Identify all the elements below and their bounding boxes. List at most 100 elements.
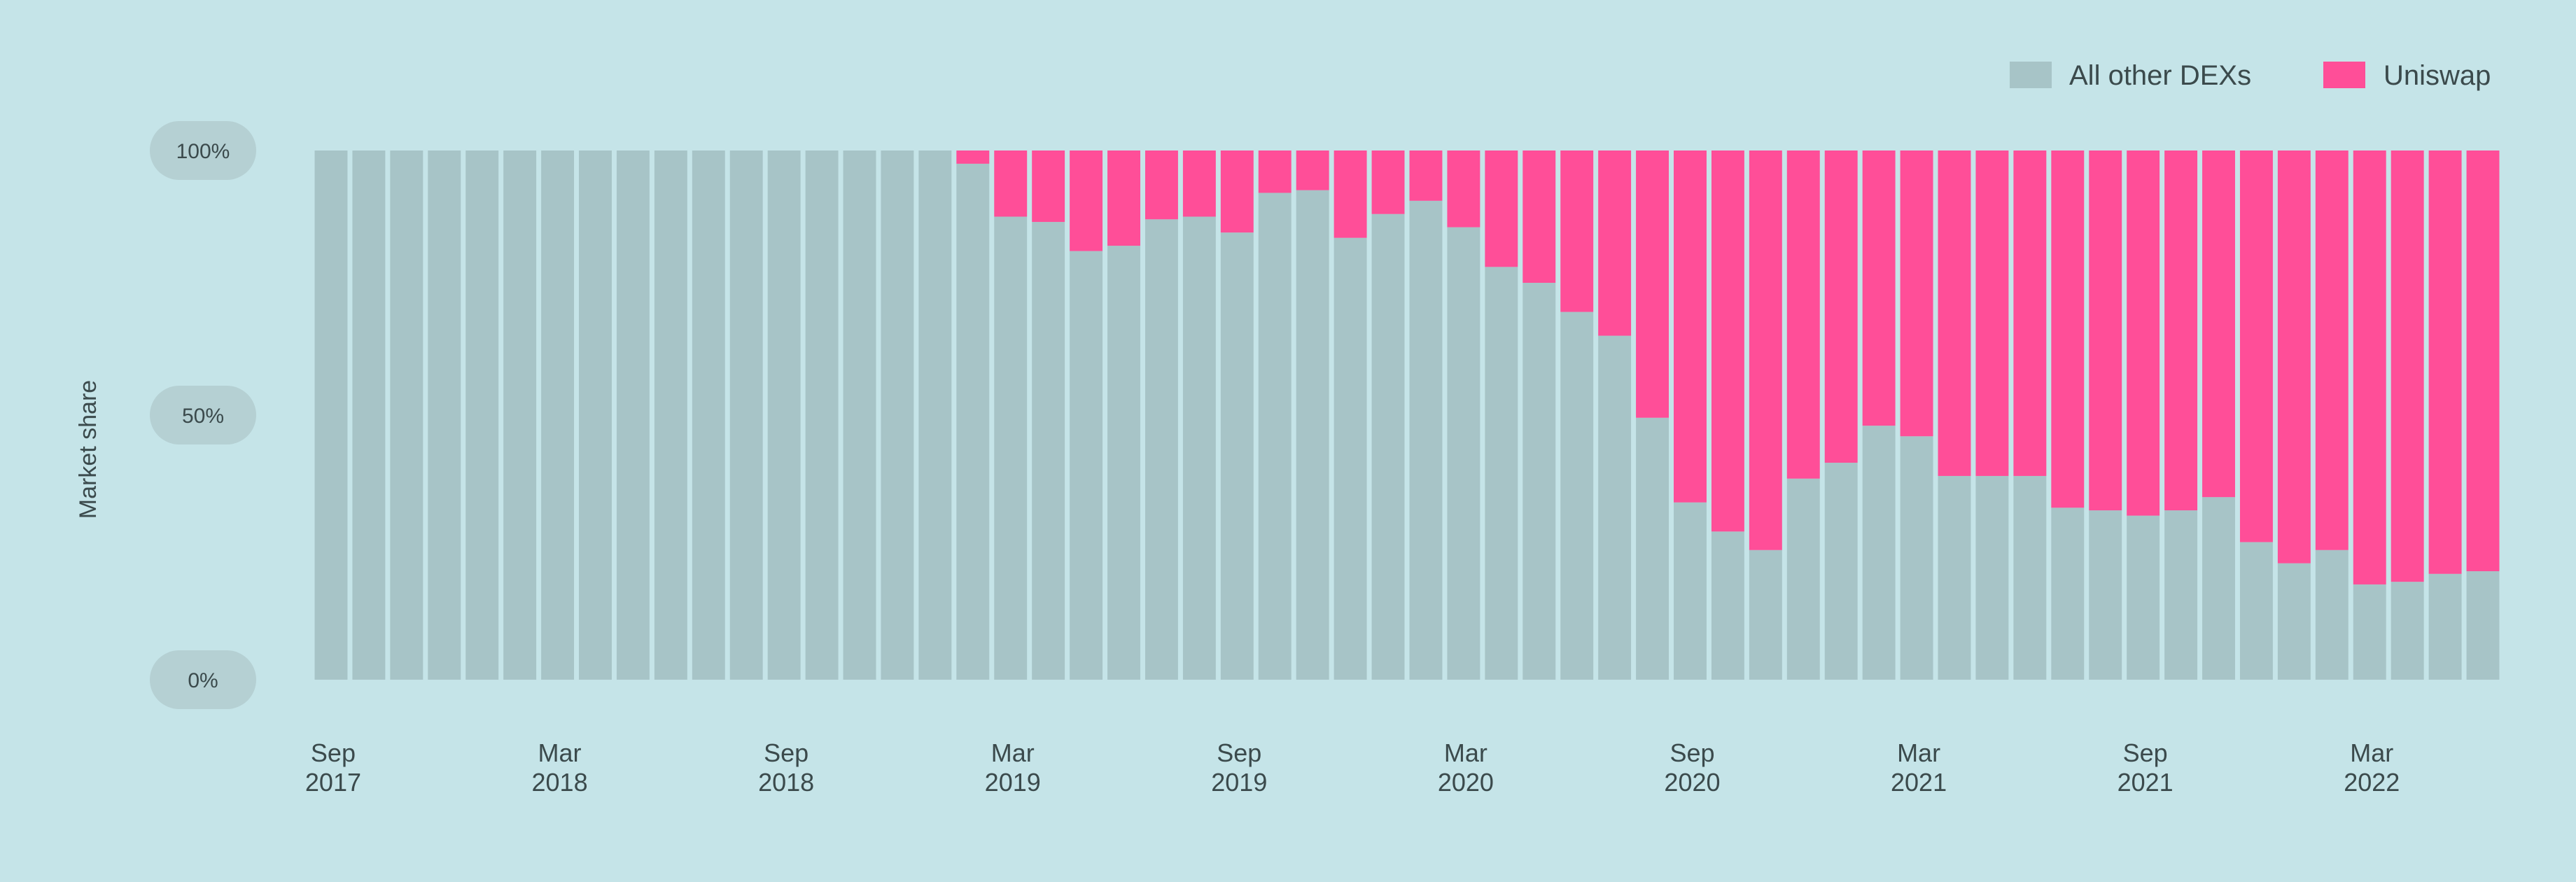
legend-label-uniswap: Uniswap bbox=[2384, 60, 2491, 91]
bar-other-dexs bbox=[918, 150, 952, 680]
y-tick-pill bbox=[150, 386, 256, 444]
bar-uniswap bbox=[2239, 150, 2273, 542]
bar-uniswap bbox=[2390, 150, 2424, 582]
bar-other-dexs bbox=[1220, 232, 1254, 680]
bar-other-dexs bbox=[994, 216, 1028, 680]
bar-uniswap bbox=[1560, 150, 1594, 312]
bar-uniswap bbox=[994, 150, 1028, 217]
bar-other-dexs bbox=[1334, 237, 1367, 680]
legend: All other DEXs Uniswap bbox=[2010, 60, 2491, 91]
bars bbox=[314, 150, 2500, 680]
y-tick-label: 100% bbox=[176, 140, 230, 163]
bar-uniswap bbox=[2013, 150, 2047, 476]
bar-uniswap bbox=[1975, 150, 2009, 476]
bar-other-dexs bbox=[1938, 475, 1971, 680]
bar-other-dexs bbox=[881, 150, 914, 680]
bar-other-dexs bbox=[1824, 463, 1858, 680]
bar-other-dexs bbox=[1975, 475, 2009, 680]
bar-uniswap bbox=[1786, 150, 1820, 479]
bar-uniswap bbox=[1144, 150, 1178, 220]
bar-other-dexs bbox=[616, 150, 650, 680]
x-tick-year: 2021 bbox=[2118, 768, 2174, 797]
bar-uniswap bbox=[1598, 150, 1632, 336]
x-tick-month: Sep bbox=[1217, 738, 1261, 767]
bar-other-dexs bbox=[2277, 563, 2311, 680]
bar-other-dexs bbox=[428, 150, 461, 680]
bar-uniswap bbox=[1182, 150, 1216, 217]
bar-uniswap bbox=[1334, 150, 1367, 238]
x-tick-year: 2022 bbox=[2344, 768, 2400, 797]
bar-other-dexs bbox=[390, 150, 424, 680]
bar-uniswap bbox=[1032, 150, 1065, 223]
bar-other-dexs bbox=[465, 150, 499, 680]
bar-other-dexs bbox=[1070, 251, 1103, 680]
y-tick-pill bbox=[150, 650, 256, 709]
bar-other-dexs bbox=[2466, 571, 2500, 680]
bar-other-dexs bbox=[1522, 283, 1556, 680]
bar-other-dexs bbox=[1032, 222, 1065, 680]
bar-uniswap bbox=[1938, 150, 1971, 476]
bar-other-dexs bbox=[2127, 515, 2160, 680]
legend-swatch-other-dexs bbox=[2010, 62, 2052, 88]
bar-uniswap bbox=[1636, 150, 1670, 418]
bar-uniswap bbox=[2089, 150, 2122, 511]
x-tick-year: 2021 bbox=[1891, 768, 1947, 797]
x-tick-month: Mar bbox=[1897, 738, 1940, 767]
bar-other-dexs bbox=[2315, 550, 2348, 680]
y-axis: 0% 50% 100% bbox=[150, 121, 256, 709]
x-tick-year: 2020 bbox=[1664, 768, 1720, 797]
bar-uniswap bbox=[956, 150, 990, 164]
bar-uniswap bbox=[1070, 150, 1103, 251]
bar-other-dexs bbox=[767, 150, 801, 680]
x-tick-year: 2017 bbox=[305, 768, 361, 797]
bar-other-dexs bbox=[805, 150, 839, 680]
bar-other-dexs bbox=[1598, 335, 1632, 680]
x-tick-month: Sep bbox=[1670, 738, 1714, 767]
bar-other-dexs bbox=[1786, 478, 1820, 680]
bar-other-dexs bbox=[1749, 550, 1782, 680]
bar-uniswap bbox=[1862, 150, 1896, 426]
x-tick-year: 2019 bbox=[1211, 768, 1267, 797]
x-tick-year: 2018 bbox=[532, 768, 588, 797]
bar-other-dexs bbox=[2390, 582, 2424, 680]
bar-other-dexs bbox=[843, 150, 876, 680]
bar-other-dexs bbox=[2428, 573, 2462, 680]
legend-swatch-uniswap bbox=[2323, 62, 2365, 88]
x-tick-month: Sep bbox=[764, 738, 808, 767]
bar-other-dexs bbox=[541, 150, 575, 680]
bar-uniswap bbox=[1107, 150, 1140, 246]
bar-uniswap bbox=[1522, 150, 1556, 283]
bar-other-dexs bbox=[1447, 227, 1480, 680]
bar-uniswap bbox=[2315, 150, 2348, 550]
bar-uniswap bbox=[2127, 150, 2160, 516]
y-tick-label: 0% bbox=[188, 669, 218, 692]
bar-uniswap bbox=[1824, 150, 1858, 463]
bar-other-dexs bbox=[2202, 497, 2235, 680]
bar-other-dexs bbox=[503, 150, 537, 680]
x-tick-year: 2020 bbox=[1438, 768, 1494, 797]
x-tick-month: Mar bbox=[991, 738, 1035, 767]
bar-other-dexs bbox=[1711, 531, 1744, 680]
bar-other-dexs bbox=[1296, 190, 1329, 680]
bar-other-dexs bbox=[1258, 192, 1292, 680]
bar-uniswap bbox=[1258, 150, 1292, 193]
bar-other-dexs bbox=[1409, 200, 1443, 680]
x-tick-month: Mar bbox=[538, 738, 582, 767]
bar-uniswap bbox=[2202, 150, 2235, 498]
bar-uniswap bbox=[1447, 150, 1480, 227]
bar-other-dexs bbox=[352, 150, 386, 680]
bar-other-dexs bbox=[2239, 542, 2273, 680]
bar-uniswap bbox=[1674, 150, 1707, 503]
bar-uniswap bbox=[2466, 150, 2500, 572]
bar-other-dexs bbox=[1182, 216, 1216, 680]
bar-uniswap bbox=[2428, 150, 2462, 574]
bar-uniswap bbox=[1220, 150, 1254, 233]
bar-uniswap bbox=[1749, 150, 1782, 550]
x-tick-month: Mar bbox=[2350, 738, 2393, 767]
x-tick-month: Sep bbox=[2123, 738, 2168, 767]
bar-uniswap bbox=[2277, 150, 2311, 564]
x-tick-month: Sep bbox=[311, 738, 356, 767]
bar-other-dexs bbox=[1485, 267, 1518, 680]
bar-other-dexs bbox=[1144, 219, 1178, 680]
